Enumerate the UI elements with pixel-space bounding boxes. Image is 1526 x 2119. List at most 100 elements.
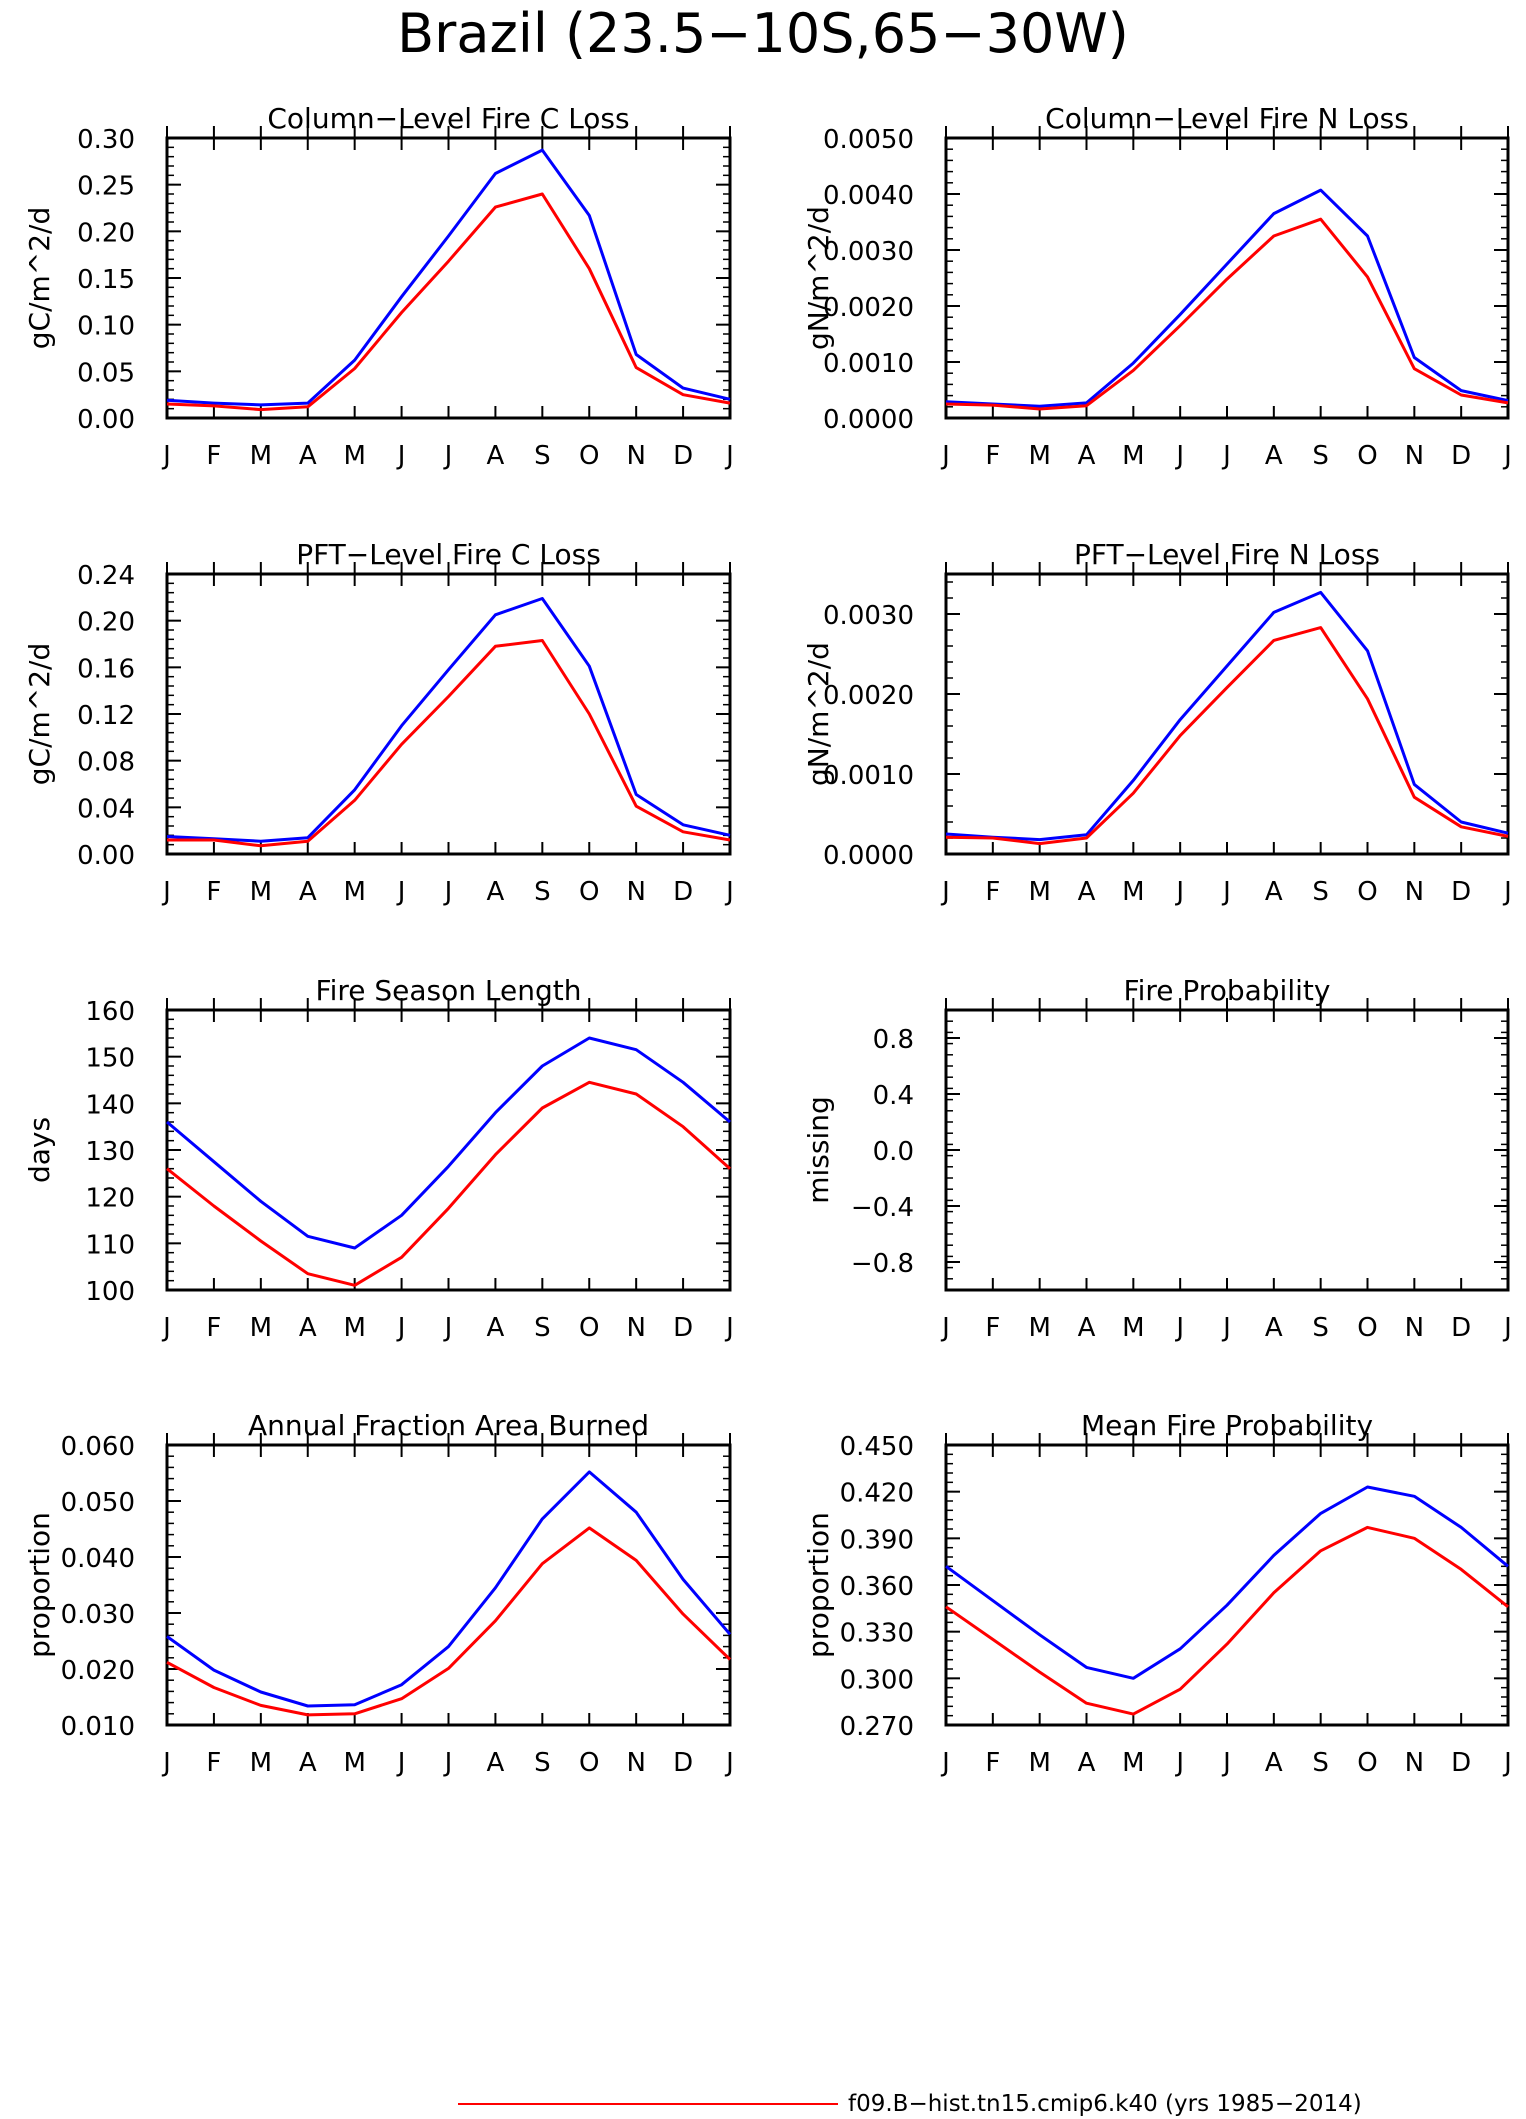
y-tick-label: 0.24 — [77, 561, 135, 591]
x-tick-label: J — [161, 877, 171, 907]
y-tick-label: 0.15 — [77, 265, 135, 295]
x-tick-label: S — [534, 1748, 551, 1778]
x-tick-label: M — [1122, 877, 1144, 907]
x-tick-label: M — [1028, 877, 1050, 907]
y-tick-label: 150 — [85, 1044, 135, 1074]
y-tick-label: 0.010 — [61, 1712, 135, 1742]
series-line-red — [166, 1080, 732, 1287]
y-tick-label: 0.390 — [840, 1525, 914, 1555]
y-tick-label: 130 — [85, 1137, 135, 1167]
x-tick-label: J — [161, 441, 171, 471]
y-tick-label: 0.300 — [840, 1665, 914, 1695]
y-tick-label: 0.0010 — [823, 349, 914, 379]
y-tick-label: 0.0030 — [823, 601, 914, 631]
y-tick-label: 120 — [85, 1184, 135, 1214]
x-tick-label: O — [579, 441, 599, 471]
y-axis-label: gC/m^2/d — [23, 643, 56, 786]
x-tick-label: D — [673, 1313, 693, 1343]
x-tick-label: S — [1312, 441, 1329, 471]
x-tick-label: F — [206, 877, 221, 907]
x-tick-label: N — [626, 1313, 645, 1343]
x-tick-label: J — [1502, 1748, 1512, 1778]
y-tick-label: 0.00 — [77, 841, 135, 871]
x-tick-label: J — [1221, 877, 1231, 907]
x-tick-label: A — [487, 1748, 505, 1778]
x-tick-label: M — [1122, 1748, 1144, 1778]
x-tick-label: A — [1078, 1748, 1096, 1778]
series-line-blue — [166, 148, 731, 407]
y-tick-label: 0.050 — [61, 1488, 135, 1518]
x-tick-label: J — [443, 877, 453, 907]
y-axis-label: proportion — [23, 1512, 56, 1658]
x-tick-label: S — [534, 441, 551, 471]
x-tick-label: J — [1221, 1748, 1231, 1778]
x-tick-label: O — [1357, 877, 1377, 907]
x-tick-label: N — [1405, 441, 1424, 471]
y-tick-label: 0.0050 — [823, 125, 914, 155]
x-tick-label: D — [673, 441, 693, 471]
x-tick-label: D — [1451, 1313, 1471, 1343]
y-axis-label: gN/m^2/d — [802, 206, 835, 350]
x-tick-label: M — [343, 1748, 365, 1778]
y-axis-label: missing — [802, 1096, 835, 1204]
y-axis-label: gN/m^2/d — [802, 642, 835, 786]
x-tick-label: M — [250, 1748, 272, 1778]
x-tick-label: J — [940, 877, 950, 907]
y-tick-label: 0.0030 — [823, 237, 914, 267]
x-tick-label: J — [396, 1313, 406, 1343]
y-tick-label: 160 — [85, 997, 135, 1027]
series-line-blue — [945, 188, 1509, 408]
y-tick-label: 0.16 — [77, 654, 135, 684]
x-tick-label: N — [626, 441, 645, 471]
y-tick-label: 110 — [85, 1230, 135, 1260]
x-tick-label: F — [985, 1313, 1000, 1343]
x-tick-label: J — [161, 1313, 171, 1343]
y-tick-label: 0.8 — [873, 1025, 914, 1055]
x-tick-label: J — [443, 441, 453, 471]
x-tick-label: A — [299, 441, 317, 471]
x-tick-label: J — [724, 877, 734, 907]
y-tick-label: 0.10 — [77, 312, 135, 342]
x-tick-label: J — [443, 1748, 453, 1778]
x-tick-label: O — [1357, 1748, 1377, 1778]
y-tick-label: 0.04 — [77, 794, 135, 824]
x-tick-label: J — [396, 1748, 406, 1778]
x-tick-label: F — [206, 1313, 221, 1343]
y-tick-label: 0.040 — [61, 1544, 135, 1574]
legend: f09.B−hist.tn15.cmip6.k40 (yrs 1985−2014… — [458, 2091, 1362, 2117]
x-tick-label: D — [1451, 877, 1471, 907]
x-tick-label: D — [1451, 441, 1471, 471]
x-tick-label: M — [250, 441, 272, 471]
x-tick-label: F — [206, 441, 221, 471]
y-axis-label: gC/m^2/d — [23, 207, 56, 350]
y-tick-label: 0.360 — [840, 1572, 914, 1602]
x-tick-label: M — [250, 1313, 272, 1343]
series-line-red — [945, 1525, 1509, 1716]
series-line-blue — [166, 1470, 732, 1708]
y-tick-label: 0.0000 — [823, 405, 914, 435]
x-tick-label: J — [1502, 441, 1512, 471]
y-tick-label: 0.0010 — [823, 761, 914, 791]
x-tick-label: J — [161, 1748, 171, 1778]
series-line-blue — [166, 1036, 731, 1250]
x-tick-label: S — [534, 1313, 551, 1343]
plot-frame — [944, 572, 1510, 856]
x-tick-label: J — [396, 441, 406, 471]
y-tick-label: 0.330 — [840, 1619, 914, 1649]
x-tick-label: S — [534, 877, 551, 907]
x-tick-label: A — [487, 1313, 505, 1343]
x-tick-label: S — [1312, 1748, 1329, 1778]
y-tick-label: 0.0020 — [823, 293, 914, 323]
x-tick-label: O — [579, 877, 599, 907]
plot-frame — [944, 1008, 1510, 1292]
y-tick-label: 0.05 — [77, 358, 135, 388]
x-tick-label: M — [343, 1313, 365, 1343]
